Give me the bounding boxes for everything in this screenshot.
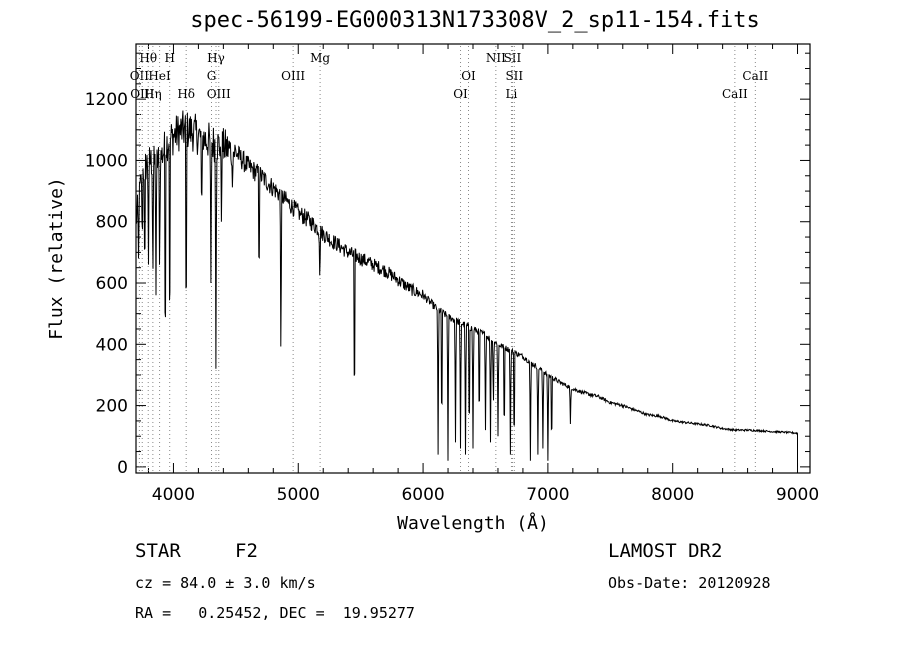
spectral-line-label: OI <box>461 69 476 83</box>
y-tick-label: 200 <box>96 397 128 417</box>
sky-coordinates: RA = 0.25452, DEC = 19.95277 <box>135 604 415 622</box>
y-tick-label: 800 <box>96 213 128 233</box>
spectral-line-label: CaII <box>742 69 768 83</box>
y-tick-label: 0 <box>117 458 128 478</box>
x-tick-label: 8000 <box>651 485 694 505</box>
y-tick-label: 1200 <box>85 90 128 110</box>
redshift-velocity: cz = 84.0 ± 3.0 km/s <box>135 574 316 592</box>
spectral-line-label: HeI <box>148 69 171 83</box>
chart-title: spec-56199-EG000313N173308V_2_sp11-154.f… <box>190 8 760 33</box>
spectral-line-label: OIII <box>130 87 154 101</box>
spectral-line-label: G <box>207 69 217 83</box>
spectral-line-label: Li <box>506 87 518 101</box>
spectral-line-label: Hδ <box>177 87 195 101</box>
spectral-line-label: Hγ <box>207 51 225 65</box>
y-tick-label: 1000 <box>85 151 128 171</box>
spectral-line-label: SII <box>505 69 523 83</box>
spectral-line-label: CaII <box>722 87 748 101</box>
spectral-line-label: OIII <box>281 69 305 83</box>
spectral-line-label: H <box>164 51 174 65</box>
x-tick-label: 4000 <box>152 485 195 505</box>
spectral-line-label: OI <box>453 87 468 101</box>
survey-name: LAMOST DR2 <box>608 540 723 562</box>
spectral-line-label: Mg <box>310 51 330 65</box>
y-tick-label: 400 <box>96 335 128 355</box>
x-tick-label: 6000 <box>401 485 444 505</box>
object-subclass: F2 <box>235 540 258 562</box>
x-tick-label: 5000 <box>277 485 320 505</box>
spectral-line-label: SII <box>504 51 522 65</box>
object-class: STAR <box>135 540 181 562</box>
spectral-line-label: NII <box>486 51 506 65</box>
spectrum-line <box>135 110 798 467</box>
x-axis-label: Wavelength (Å) <box>397 512 549 534</box>
spectral-line-label: OII <box>130 69 150 83</box>
x-tick-label: 9000 <box>776 485 819 505</box>
y-axis-label: Flux (relative) <box>46 177 67 340</box>
x-tick-label: 7000 <box>526 485 569 505</box>
y-tick-label: 600 <box>96 274 128 294</box>
observation-date: Obs-Date: 20120928 <box>608 574 771 592</box>
spectral-line-label: Hη <box>144 87 162 101</box>
spectral-line-label: OIII <box>207 87 231 101</box>
